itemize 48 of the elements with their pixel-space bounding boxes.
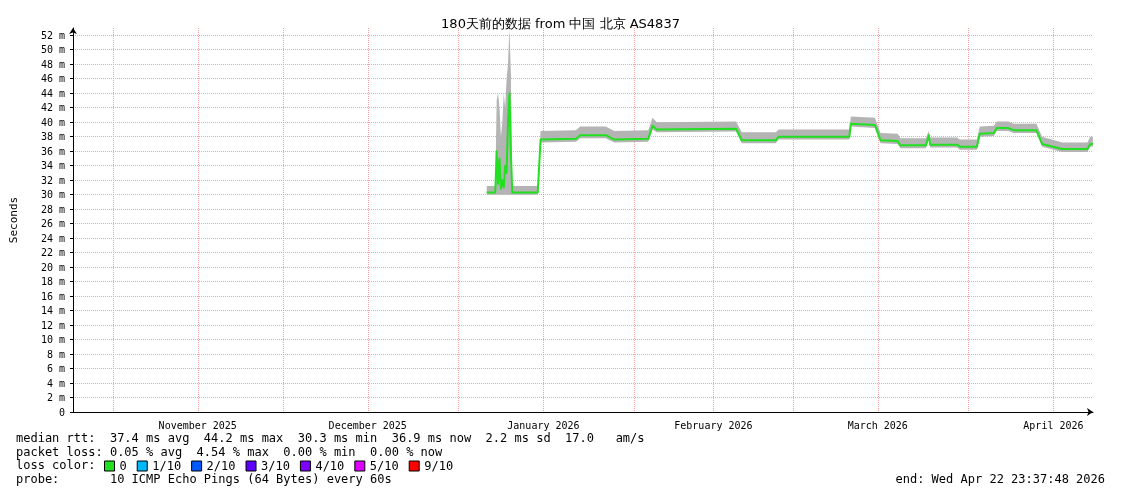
x-tick-label: November 2025 bbox=[158, 419, 237, 431]
y-tick-label: 40 m bbox=[40, 116, 65, 128]
text: probe: 10 ICMP Echo Pings (64 Bytes) every 60s bbox=[16, 471, 392, 486]
legend-label: 0 bbox=[119, 459, 127, 473]
y-tick-label: 38 m bbox=[40, 131, 65, 143]
text: median rtt: 37.4 ms avg 44.2 ms max 30.3 ms min 36.9 ms now 2.2 ms sd 17.0 am/s bbox=[16, 431, 645, 445]
x-tick-label: January 2026 bbox=[507, 419, 580, 431]
y-tick-label: 4 m bbox=[46, 377, 65, 389]
x-tick-label: April 2026 bbox=[1023, 419, 1084, 431]
legend-label: 5/10 bbox=[369, 459, 399, 473]
y-tick-label: 8 m bbox=[46, 348, 65, 360]
y-tick-label: 16 m bbox=[40, 290, 65, 302]
y-tick-label: 42 m bbox=[40, 102, 65, 114]
text: packet loss: 0.05 % avg 4.54 % max 0.00 % min 0.00 % now bbox=[16, 444, 444, 459]
y-tick-label: 0 bbox=[58, 406, 65, 418]
y-tick-label: 32 m bbox=[40, 174, 65, 186]
y-tick-label: 44 m bbox=[40, 87, 65, 99]
y-tick-label: 36 m bbox=[40, 145, 65, 157]
y-tick-label: 52 m bbox=[40, 29, 65, 41]
x-tick-label: March 2026 bbox=[847, 419, 908, 431]
chart-title: 180天前的数据 from 中国 北京 AS4837 bbox=[441, 16, 680, 31]
legend-label: 4/10 bbox=[315, 459, 345, 473]
y-tick-label: 34 m bbox=[40, 160, 65, 172]
y-tick-label: 46 m bbox=[40, 73, 65, 85]
y-tick-label: 10 m bbox=[40, 334, 65, 346]
y-tick-label: 6 m bbox=[46, 363, 65, 375]
legend-title: loss color: bbox=[16, 458, 96, 472]
y-tick-label: 48 m bbox=[40, 58, 65, 70]
legend-label: 3/10 bbox=[261, 459, 290, 473]
line-series bbox=[485, 92, 1094, 194]
y-axis-title: Seconds bbox=[7, 196, 20, 244]
x-tick-label: December 2025 bbox=[328, 419, 407, 431]
y-tick-label: 20 m bbox=[40, 261, 65, 273]
legend-label: 9/10 bbox=[424, 459, 454, 473]
y-tick-label: 2 m bbox=[46, 392, 65, 404]
y-tick-label: 12 m bbox=[40, 319, 65, 331]
y-tick-label: 22 m bbox=[40, 247, 65, 259]
x-tick-label: February 2026 bbox=[674, 419, 753, 431]
y-tick-label: 50 m bbox=[40, 44, 65, 56]
y-tick-label: 26 m bbox=[40, 218, 65, 230]
y-tick-label: 30 m bbox=[40, 189, 65, 201]
y-tick-label: 28 m bbox=[40, 203, 65, 215]
text: end: Wed Apr 22 23:37:48 2026 bbox=[895, 471, 1105, 486]
y-tick-label: 24 m bbox=[40, 232, 65, 244]
legend-label: 1/10 bbox=[152, 459, 182, 473]
legend-label: 2/10 bbox=[206, 459, 236, 473]
y-tick-label: 14 m bbox=[40, 305, 65, 317]
y-tick-label: 18 m bbox=[40, 276, 65, 288]
